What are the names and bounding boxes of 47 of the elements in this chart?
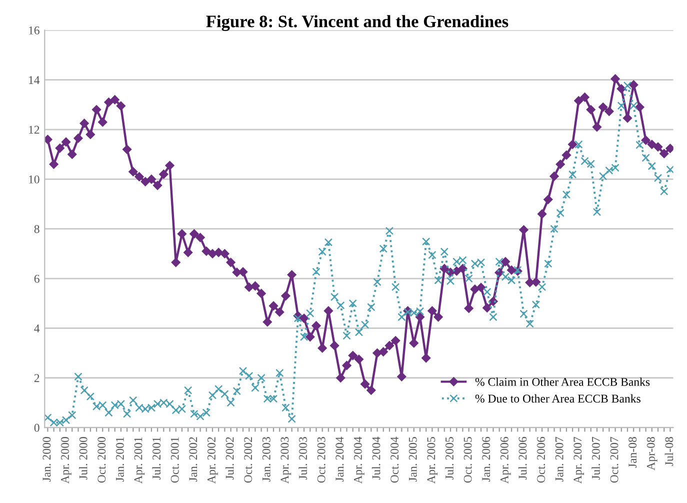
x-tick-label: Oct. 2003 <box>317 437 326 483</box>
x-tick-label: Jan. 2007 <box>555 436 564 482</box>
x-tick-label: Oct. 2005 <box>464 437 472 483</box>
x-tick-label: Jan. 2006 <box>482 436 490 482</box>
x-tick-label: Apr. 2005 <box>427 437 438 484</box>
x-tick-label: Jul. 2002 <box>225 437 234 480</box>
legend-label: % Claim in Other Area ECCB Banks <box>475 378 650 386</box>
x-tick-label: Oct. 2007 <box>610 436 618 483</box>
y-tick-label: 14 <box>29 76 40 84</box>
x-tick-label: Oct. 2006 <box>537 436 546 483</box>
y-tick-label: 8 <box>34 225 40 234</box>
y-tick-label: 16 <box>29 26 40 34</box>
x-tick-label: Jan. 2000 <box>42 437 51 482</box>
x-tick-label: Oct. 2000 <box>98 437 106 483</box>
x-tick-label: Jan. 2003 <box>262 437 270 482</box>
x-tick-label: Jan. 2005 <box>408 437 417 482</box>
legend-label: % Due to Other Area ECCB Banks <box>475 394 640 403</box>
x-tick-label: Apr. 2000 <box>61 437 72 484</box>
chart-title: Figure 8: St. Vincent and the Grenadines <box>206 15 508 31</box>
x-tick-label: Jul. 2005 <box>445 437 454 480</box>
x-tick-label: Oct. 2001 <box>170 437 179 483</box>
x-tick-label: Jul. 2001 <box>152 437 161 480</box>
x-tick-label: Jan. 2004 <box>336 436 344 482</box>
x-tick-label: Jul. 2000 <box>78 437 88 480</box>
x-tick-label: Oct. 2004 <box>390 436 399 483</box>
x-tick-label: Jan. 2001 <box>116 437 124 482</box>
x-tick-label: Jul. 2007 <box>592 436 600 480</box>
y-tick-label: 2 <box>34 374 40 382</box>
x-tick-label: Oct. 2002 <box>244 437 252 483</box>
x-tick-label: Apr. 2002 <box>207 437 218 484</box>
x-tick-label: Jan-08 <box>628 437 637 468</box>
y-tick-label: 6 <box>34 274 40 283</box>
x-tick-label: Apr. 2006 <box>500 436 511 484</box>
x-tick-label: Apr-08 <box>646 437 658 470</box>
x-tick-label: Jul. 2004 <box>372 436 380 480</box>
x-tick-label: Apr. 2004 <box>354 436 364 484</box>
x-tick-label: Jan. 2002 <box>189 437 198 482</box>
y-tick-label: 10 <box>29 175 40 184</box>
x-tick-label: Jul. 2006 <box>518 436 527 480</box>
x-tick-label: Apr. 2003 <box>280 437 292 484</box>
y-tick-label: 0 <box>34 424 40 432</box>
x-tick-label: Apr. 2001 <box>134 437 145 484</box>
x-tick-label: Jul. 2003 <box>298 437 308 480</box>
y-tick-label: 4 <box>34 324 40 332</box>
x-tick-label: Apr. 2007 <box>574 436 584 484</box>
x-tick-label: Jul-08 <box>664 437 674 466</box>
y-tick-label: 12 <box>29 126 40 134</box>
